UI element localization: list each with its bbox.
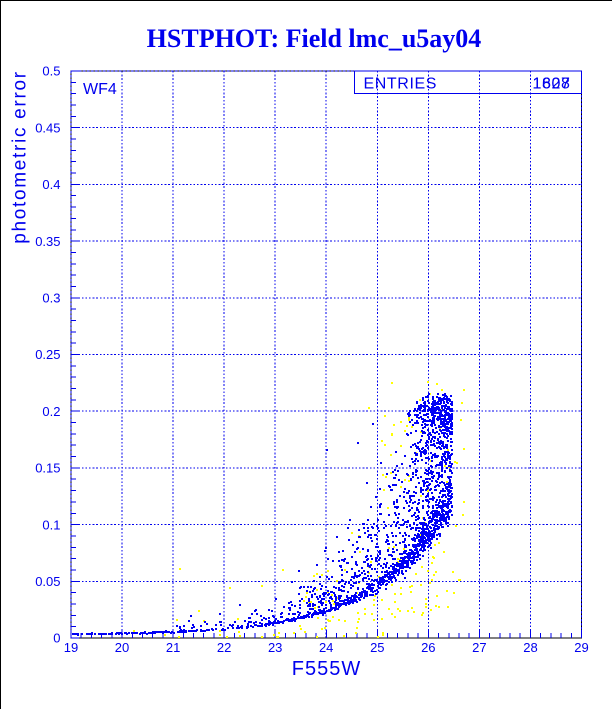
svg-text:0.15: 0.15 bbox=[35, 461, 60, 476]
svg-text:0.1: 0.1 bbox=[42, 517, 60, 532]
svg-text:24: 24 bbox=[319, 640, 333, 655]
svg-text:28: 28 bbox=[523, 640, 537, 655]
svg-text:HSTPHOT: Field lmc_u5ay04: HSTPHOT: Field lmc_u5ay04 bbox=[147, 24, 482, 53]
svg-text:0.2: 0.2 bbox=[42, 404, 60, 419]
svg-text:1608: 1608 bbox=[533, 76, 571, 93]
svg-text:0.35: 0.35 bbox=[35, 234, 60, 249]
svg-text:1827: 1827 bbox=[533, 76, 571, 93]
svg-text:F555W: F555W bbox=[292, 658, 361, 680]
svg-text:0.3: 0.3 bbox=[42, 291, 60, 306]
svg-text:21: 21 bbox=[166, 640, 180, 655]
svg-text:photometric error: photometric error bbox=[10, 70, 31, 244]
svg-text:25: 25 bbox=[370, 640, 384, 655]
svg-text:ENTRIES: ENTRIES bbox=[364, 76, 438, 93]
svg-text:0.4: 0.4 bbox=[42, 177, 60, 192]
svg-text:29: 29 bbox=[574, 640, 588, 655]
svg-text:0.25: 0.25 bbox=[35, 347, 60, 362]
svg-text:27: 27 bbox=[472, 640, 486, 655]
svg-text:WF4: WF4 bbox=[83, 81, 117, 98]
svg-text:0.45: 0.45 bbox=[35, 120, 60, 135]
svg-text:26: 26 bbox=[421, 640, 435, 655]
svg-text:20: 20 bbox=[115, 640, 129, 655]
svg-text:0: 0 bbox=[53, 631, 60, 646]
svg-text:23: 23 bbox=[268, 640, 282, 655]
svg-text:0.5: 0.5 bbox=[42, 64, 60, 79]
svg-text:22: 22 bbox=[217, 640, 231, 655]
svg-text:19: 19 bbox=[64, 640, 78, 655]
svg-text:0.05: 0.05 bbox=[35, 574, 60, 589]
